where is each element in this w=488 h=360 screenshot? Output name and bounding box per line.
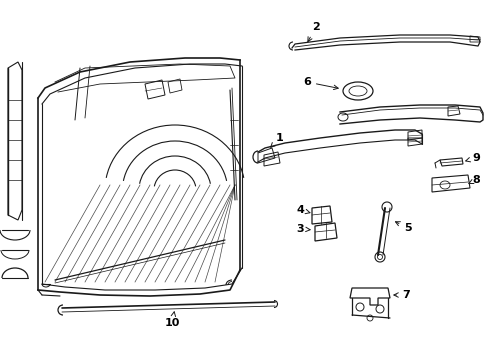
Text: 4: 4	[295, 205, 309, 215]
Text: 10: 10	[164, 312, 179, 328]
Text: 5: 5	[395, 222, 411, 233]
Text: 8: 8	[468, 175, 479, 185]
Text: 7: 7	[393, 290, 409, 300]
Text: 9: 9	[465, 153, 479, 163]
Text: 6: 6	[303, 77, 338, 90]
Text: 3: 3	[296, 224, 309, 234]
Text: 1: 1	[270, 133, 284, 147]
Text: 2: 2	[307, 22, 319, 42]
